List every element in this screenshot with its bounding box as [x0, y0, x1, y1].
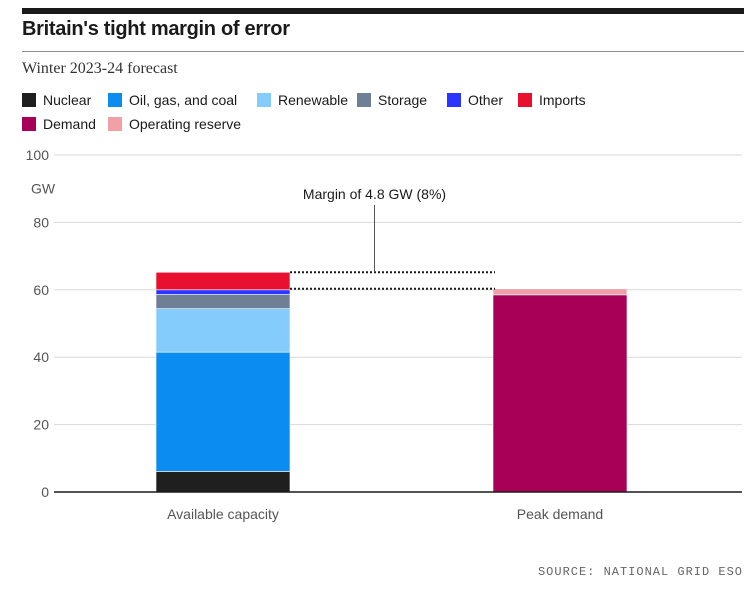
legend-swatch — [22, 117, 36, 131]
legend-swatch — [447, 93, 461, 107]
source-note: SOURCE: NATIONAL GRID ESO — [537, 565, 743, 579]
bar-segment — [155, 271, 291, 291]
legend-swatch — [22, 93, 36, 107]
y-tick-label: 0 — [41, 484, 49, 500]
y-tick-label: 20 — [33, 417, 49, 433]
legend-swatch — [518, 93, 532, 107]
legend-label: Other — [468, 92, 504, 108]
margin-annotation: Margin of 4.8 GW (8%) — [290, 186, 495, 290]
legend-label: Operating reserve — [129, 116, 242, 132]
legend-swatch — [108, 93, 122, 107]
y-tick-label: 100 — [26, 147, 50, 163]
x-tick-label: Available capacity — [167, 506, 279, 522]
legend-item-operating-reserve: Operating reserve — [108, 116, 241, 132]
legend-swatch — [257, 93, 271, 107]
bar-segment — [155, 289, 291, 295]
bar-segment — [155, 351, 291, 472]
legend-label: Storage — [378, 92, 428, 108]
chart-subtitle: Winter 2023-24 forecast — [22, 60, 178, 77]
bar-segment — [155, 294, 291, 309]
title-divider — [22, 51, 744, 52]
legend-item-imports: Imports — [518, 92, 586, 108]
legend-item-demand: Demand — [22, 116, 96, 132]
axes: 0 20 40 60 80 100 GW Available capacity Peak dem… — [26, 147, 742, 522]
bars — [155, 271, 628, 493]
x-tick-label: Peak demand — [517, 506, 603, 522]
legend-item-storage: Storage — [357, 92, 427, 108]
legend-label: Renewable — [278, 92, 349, 108]
legend-item-fossil: Oil, gas, and coal — [108, 92, 237, 108]
legend-label: Demand — [43, 116, 96, 132]
y-tick-label: 60 — [33, 282, 49, 298]
legend-label: Imports — [539, 92, 586, 108]
y-axis-label: GW — [31, 181, 56, 197]
legend-swatch — [108, 117, 122, 131]
bar-segment — [492, 294, 628, 493]
bar-segment — [492, 288, 628, 296]
y-tick-label: 80 — [33, 214, 49, 230]
legend-label: Nuclear — [43, 92, 92, 108]
chart-title: Britain's tight margin of error — [22, 18, 290, 40]
annotation-text: Margin of 4.8 GW (8%) — [303, 186, 446, 202]
legend-label: Oil, gas, and coal — [129, 92, 238, 108]
legend-item-other: Other — [447, 92, 503, 108]
top-rule — [22, 8, 744, 14]
legend-item-nuclear: Nuclear — [22, 92, 91, 108]
bar-segment — [155, 308, 291, 353]
y-tick-label: 40 — [33, 349, 49, 365]
legend-swatch — [357, 93, 371, 107]
bar-segment — [155, 471, 291, 493]
legend-item-renewable: Renewable — [257, 92, 348, 108]
